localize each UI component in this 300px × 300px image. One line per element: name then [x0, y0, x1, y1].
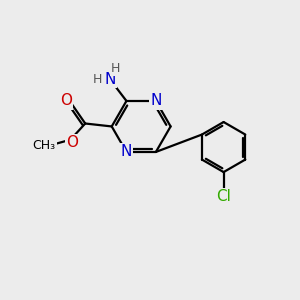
Text: Cl: Cl [216, 189, 231, 204]
Text: O: O [60, 93, 72, 108]
Text: CH₃: CH₃ [32, 139, 56, 152]
Text: N: N [121, 144, 132, 159]
Text: H: H [93, 73, 103, 86]
Text: N: N [105, 72, 116, 87]
Text: N: N [150, 93, 162, 108]
Text: H: H [111, 62, 120, 75]
Text: O: O [66, 135, 78, 150]
